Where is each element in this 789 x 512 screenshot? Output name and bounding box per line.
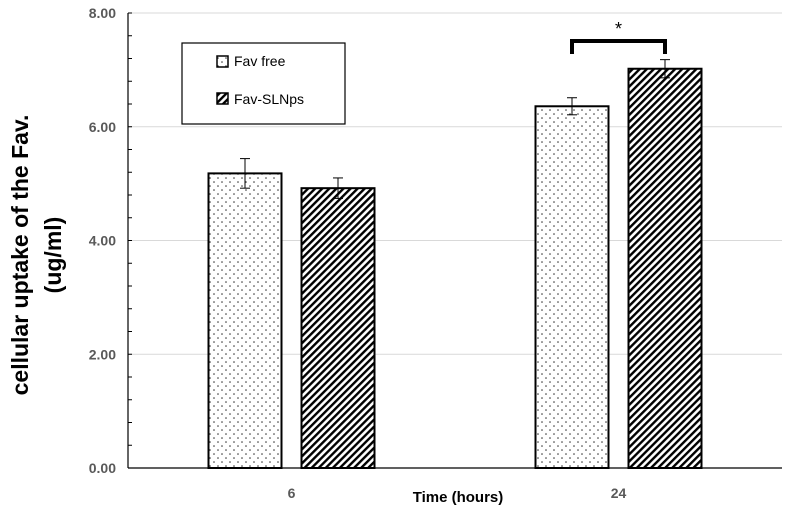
- bar-fav-slnps-6: [300, 187, 376, 470]
- legend-swatch-fav-free: [216, 55, 229, 68]
- legend-swatch-fav-slnps: [216, 92, 229, 105]
- bar-fav-free-24: [534, 105, 610, 470]
- y-tick-label: 2.00: [89, 346, 116, 362]
- y-tick-label: 6.00: [89, 119, 116, 135]
- y-axis-title: cellular uptake of the Fav. (ug/ml): [7, 115, 66, 396]
- error-bar: [567, 97, 577, 116]
- bar-fav-free-6: [207, 172, 283, 469]
- error-bars: [240, 59, 670, 199]
- annotations: *: [570, 19, 667, 54]
- significance-bracket: *: [570, 19, 667, 54]
- legend-label-fav-slnps: Fav-SLNps: [234, 91, 304, 107]
- x-tick-label: 6: [288, 485, 296, 501]
- tick-labels: 0.00 2.00 4.00 6.00 8.00 6 24: [89, 5, 627, 501]
- legend-label-fav-free: Fav free: [234, 53, 286, 69]
- axes: [127, 12, 782, 469]
- x-axis-title: Time (hours): [413, 489, 504, 506]
- y-tick-label: 4.00: [89, 233, 116, 249]
- error-bar: [240, 158, 250, 189]
- significance-star: *: [615, 19, 622, 39]
- x-tick-label: 24: [611, 485, 627, 501]
- y-axis-title-line-1: cellular uptake of the Fav.: [7, 115, 33, 396]
- y-tick-label: 8.00: [89, 5, 116, 21]
- error-bar: [333, 177, 343, 199]
- bars: [207, 67, 703, 470]
- legend-box: [181, 42, 346, 125]
- y-axis-title-line-2: (ug/ml): [40, 217, 66, 294]
- bar-fav-slnps-24: [627, 67, 703, 470]
- error-bar: [660, 59, 670, 79]
- y-tick-label: 0.00: [89, 460, 116, 476]
- legend: Fav free Fav-SLNps: [181, 42, 346, 125]
